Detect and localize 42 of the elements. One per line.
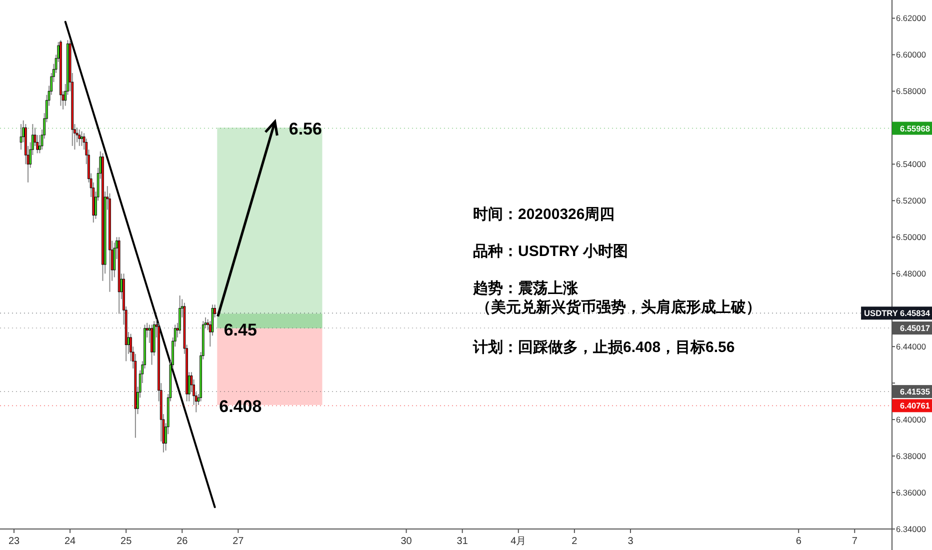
y-tick-label: 6.48000 (896, 268, 926, 279)
x-tick-label: 27 (232, 536, 244, 547)
ref-line-label: 6.41535 (900, 386, 930, 397)
annotation: 6.56 (288, 120, 322, 139)
x-tick-label: 24 (64, 536, 76, 547)
ref-line-label: 6.45017 (900, 323, 930, 334)
y-tick-label: 6.62000 (896, 13, 926, 24)
x-tick-label: 31 (456, 536, 468, 547)
y-tick-label: 6.38000 (896, 451, 926, 462)
annotation: 6.45 (224, 320, 257, 340)
x-tick-label: 6 (796, 536, 802, 547)
x-tick-label: 2 (572, 536, 578, 547)
y-tick-label: 6.40000 (896, 414, 926, 425)
y-tick-label: 6.34000 (896, 524, 926, 534)
annotation: 计划：回踩做多，止损6.408，目标6.56 (472, 339, 735, 356)
annotation: 时间：20200326周四 (473, 206, 615, 223)
candlestick (178, 295, 181, 334)
y-tick-label: 6.58000 (896, 86, 926, 96)
ref-line-label: 6.40761 (900, 400, 930, 411)
annotation: 趋势：震荡上涨 (472, 280, 579, 297)
x-tick-label: 30 (400, 536, 412, 547)
x-tick-label: 7 (852, 536, 858, 547)
candlestick (80, 130, 83, 146)
annotation: 6.408 (219, 396, 262, 416)
x-tick-label: 26 (176, 536, 188, 547)
annotation: 品种：USDTRY 小时图 (473, 243, 628, 260)
ref-line-label: 6.55968 (900, 123, 930, 134)
candlestick (20, 124, 22, 150)
y-tick-label: 6.44000 (896, 342, 926, 352)
y-tick-label: 6.36000 (896, 488, 926, 498)
candlestick (150, 324, 153, 366)
y-tick-label: 6.50000 (896, 232, 926, 242)
x-tick-label: 3 (628, 536, 634, 547)
candlestick (78, 129, 81, 146)
x-tick-label: 23 (8, 536, 20, 547)
x-tick-label: 4月 (510, 536, 526, 547)
annotation: （美元兑新兴货币强势，头肩底形成上破） (476, 298, 761, 316)
x-tick-label: 25 (120, 536, 132, 547)
y-tick-label: 6.54000 (896, 159, 926, 170)
y-tick-label: 6.52000 (896, 196, 926, 206)
ref-line-label: USDTRY 6.45834 (864, 308, 930, 318)
y-tick-label: 6.60000 (896, 50, 926, 60)
